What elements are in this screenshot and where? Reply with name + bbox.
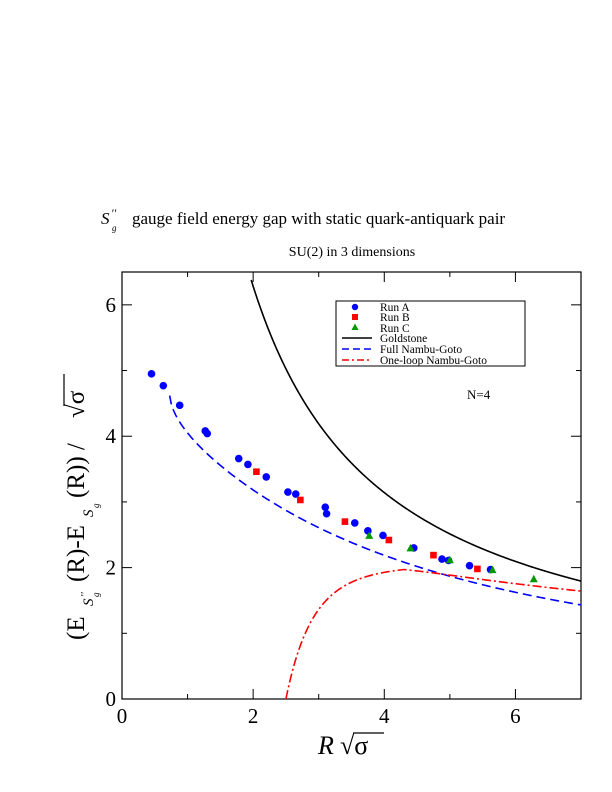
run-a-point xyxy=(379,531,387,540)
y-axis-title-sub2-g: g xyxy=(91,503,101,508)
y-tick-label: 4 xyxy=(106,424,117,448)
run-a-point xyxy=(465,561,474,570)
legend-label-run-c: Run C xyxy=(380,323,410,335)
one-loop-nambu-goto-curve xyxy=(285,568,582,700)
legend-marker-run-a xyxy=(351,303,359,311)
run-b-point xyxy=(341,518,349,525)
y-tick-label: 6 xyxy=(106,293,117,317)
run-a-point xyxy=(159,381,168,390)
y-axis-title-sub1-g: g xyxy=(91,592,101,597)
run-b-point xyxy=(253,468,260,476)
y-axis-title-sqrt: √σ xyxy=(63,390,90,418)
run-a-point xyxy=(175,401,184,410)
y-axis-title-end: (R)) / xyxy=(63,443,90,498)
legend-label-full-nambu-goto: Full Nambu-Goto xyxy=(380,344,462,356)
axis-ticks: 0 2 4 6 0 2 4 6 xyxy=(106,272,582,728)
run-b-point xyxy=(385,536,393,544)
run-a-point xyxy=(147,370,156,378)
run-a-point xyxy=(203,429,212,438)
legend-label-one-loop-nambu-goto: One-loop Nambu-Goto xyxy=(380,355,487,367)
run-c-point xyxy=(445,555,454,564)
x-tick-label: 6 xyxy=(510,704,521,728)
y-axis-title-sub1-primes: ′′ xyxy=(79,592,91,597)
legend-marker-run-b xyxy=(352,314,358,320)
run-c-point xyxy=(365,531,374,539)
run-a-point xyxy=(322,509,331,518)
y-axis-title-open: (E xyxy=(63,616,90,640)
y-axis-title-sub2: S xyxy=(81,509,97,517)
x-axis-title: R √σ xyxy=(317,731,384,760)
run-c-point xyxy=(406,543,415,552)
legend-label-run-b: Run B xyxy=(380,312,410,324)
x-axis-title-sqrt: √σ xyxy=(340,731,368,760)
x-tick-label: 4 xyxy=(379,704,390,728)
title-symbol: S xyxy=(101,209,110,228)
data-points xyxy=(147,370,538,583)
title-text: gauge field energy gap with static quark… xyxy=(132,209,505,228)
run-a-point xyxy=(234,454,243,463)
legend-marker-run-c xyxy=(351,323,359,330)
run-c-point xyxy=(529,574,538,583)
plot-frame xyxy=(121,271,582,700)
annotation-n4: N=4 xyxy=(467,387,491,402)
chart-title: S ′′ g gauge field energy gap with stati… xyxy=(101,206,505,233)
run-a-point xyxy=(262,473,271,481)
y-tick-label: 2 xyxy=(106,556,117,580)
legend-label-run-a: Run A xyxy=(380,302,410,314)
legend-label-goldstone: Goldstone xyxy=(380,333,427,345)
x-axis-title-r: R xyxy=(317,731,334,760)
run-a-point xyxy=(364,527,372,535)
title-symbol-sub: g xyxy=(112,223,117,233)
y-axis-title-sub1: S xyxy=(81,598,97,606)
run-a-point xyxy=(350,519,359,527)
run-b-point xyxy=(430,551,437,559)
x-tick-label: 0 xyxy=(117,704,128,728)
run-b-point xyxy=(474,565,481,573)
run-a-point xyxy=(284,488,292,496)
title-symbol-primes: ′′ xyxy=(111,206,117,220)
y-tick-label: 0 xyxy=(106,687,117,711)
legend-box xyxy=(335,300,526,367)
chart-subtitle: SU(2) in 3 dimensions xyxy=(289,245,415,260)
x-tick-label: 2 xyxy=(248,704,259,728)
run-a-point xyxy=(244,460,252,469)
legend: Run A Run B Run C Goldstone Full Nambu-G… xyxy=(335,300,526,367)
full-nambu-goto-curve xyxy=(168,395,582,606)
goldstone-curve xyxy=(250,279,582,582)
theory-curves xyxy=(168,279,582,700)
y-axis-title-mid: (R)-E xyxy=(63,525,90,582)
run-a-point xyxy=(291,490,300,498)
run-a-point xyxy=(321,503,330,511)
plot-area: 0 2 4 6 0 2 4 6 xyxy=(106,271,582,728)
run-a-point xyxy=(438,555,446,563)
run-b-point xyxy=(297,496,304,504)
y-axis-title: (E S ′′ g (R)-E S g (R)) / √σ xyxy=(63,374,101,640)
run-c-point xyxy=(488,565,497,574)
